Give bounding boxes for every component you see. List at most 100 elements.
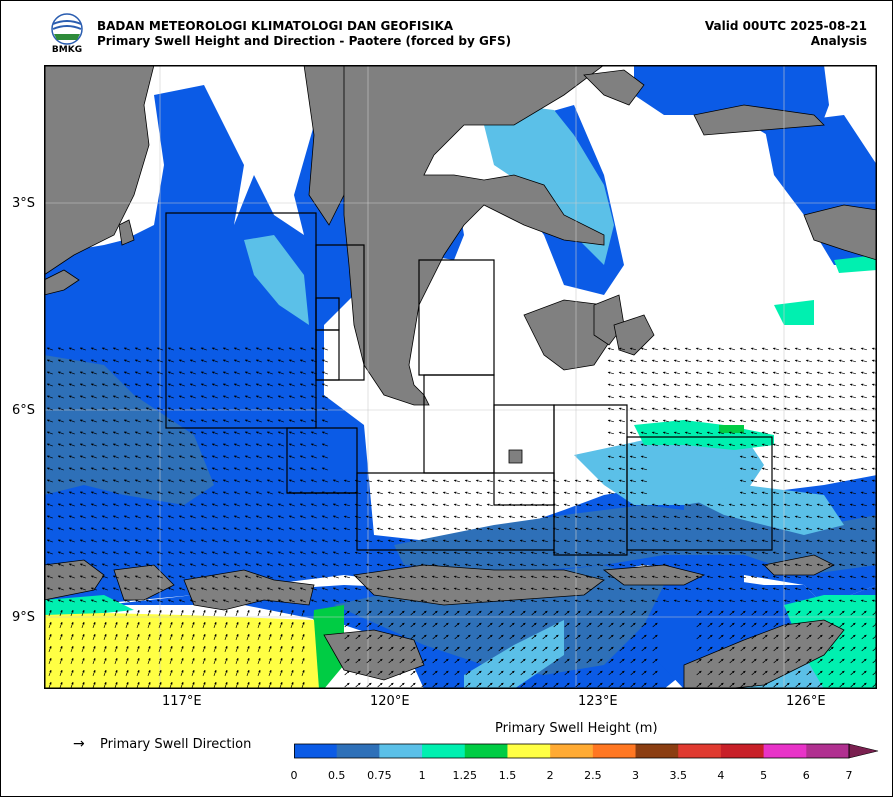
- swell-arrow: [68, 395, 75, 399]
- swell-arrow: [827, 407, 834, 411]
- swell-arrow: [222, 407, 229, 411]
- swell-arrow: [167, 383, 174, 387]
- swell-arrow: [134, 359, 141, 363]
- swell-arrow: [57, 359, 64, 363]
- swell-arrow: [211, 467, 218, 471]
- swell-arrow: [57, 431, 64, 435]
- swell-arrow: [244, 359, 251, 363]
- swell-arrow: [794, 455, 801, 459]
- swell-arrow: [607, 407, 614, 411]
- swell-arrow: [156, 443, 163, 447]
- colorbar-title: Primary Swell Height (m): [495, 721, 658, 736]
- swell-arrow: [46, 479, 53, 483]
- swell-arrow: [706, 407, 713, 411]
- swell-arrow: [68, 479, 75, 483]
- swell-arrow: [662, 395, 669, 399]
- swell-arrow: [178, 407, 185, 411]
- swell-arrow: [299, 467, 306, 471]
- swell-arrow: [750, 371, 757, 375]
- swell-arrow: [211, 419, 218, 423]
- swell-arrow: [156, 371, 163, 375]
- swell-arrow: [783, 443, 790, 447]
- land-bali-lombok: [113, 564, 175, 601]
- swell-arrow: [299, 371, 306, 375]
- swell-arrow: [101, 443, 108, 447]
- swell-arrow: [277, 419, 284, 423]
- colorbar-segment: [720, 744, 765, 758]
- swell-arrow: [794, 407, 801, 411]
- swell-band-flores-light: [684, 485, 844, 535]
- swell-arrow: [794, 479, 801, 483]
- swell-arrow: [332, 479, 339, 483]
- swell-arrow: [739, 431, 746, 435]
- land-borneo: [44, 65, 155, 276]
- swell-arrow: [123, 347, 130, 351]
- swell-arrow: [761, 371, 768, 375]
- swell-arrow: [816, 443, 823, 447]
- swell-arrow: [79, 395, 86, 399]
- colorbar-segment: [635, 744, 679, 758]
- swell-arrow: [200, 407, 207, 411]
- swell-arrow: [211, 407, 218, 411]
- swell-arrow: [244, 479, 251, 483]
- direction-legend-label: Primary Swell Direction: [100, 737, 252, 752]
- swell-arrow: [805, 431, 812, 435]
- swell-arrow: [849, 431, 856, 435]
- swell-arrow: [134, 395, 141, 399]
- swell-arrow: [717, 407, 724, 411]
- swell-arrow: [772, 455, 779, 459]
- swell-arrow: [618, 383, 625, 387]
- swell-arrow: [200, 395, 207, 399]
- swell-arrow: [662, 383, 669, 387]
- swell-arrow: [618, 371, 625, 375]
- swell-arrow: [486, 479, 493, 483]
- swell-arrow: [178, 443, 185, 447]
- swell-arrow: [277, 479, 284, 483]
- swell-arrow: [849, 455, 856, 459]
- swell-arrow: [805, 395, 812, 399]
- swell-arrow: [134, 455, 141, 459]
- swell-arrow: [244, 467, 251, 471]
- swell-arrow: [255, 479, 262, 483]
- swell-arrow: [695, 443, 702, 447]
- lon-label-123e: 123°E: [578, 694, 618, 709]
- swell-arrow: [156, 431, 163, 435]
- swell-arrow: [728, 419, 735, 423]
- swell-arrow: [299, 407, 306, 411]
- swell-arrow: [849, 443, 856, 447]
- swell-arrow: [277, 431, 284, 435]
- swell-arrow: [739, 383, 746, 387]
- swell-arrow: [530, 479, 537, 483]
- swell-arrow: [640, 407, 647, 411]
- swell-arrow: [717, 419, 724, 423]
- swell-arrow: [629, 455, 636, 459]
- swell-arrow: [167, 431, 174, 435]
- swell-arrow: [717, 443, 724, 447]
- swell-arrow: [123, 395, 130, 399]
- swell-arrow: [90, 407, 97, 411]
- swell-arrow: [739, 395, 746, 399]
- swell-arrow: [211, 347, 218, 351]
- swell-arrow: [288, 383, 295, 387]
- swell-arrow: [266, 431, 273, 435]
- colorbar-segment: [336, 744, 380, 758]
- swell-arrow: [134, 479, 141, 483]
- swell-arrow: [134, 419, 141, 423]
- gridlines: [44, 65, 877, 689]
- swell-arrow: [640, 455, 647, 459]
- swell-arrow: [662, 431, 669, 435]
- swell-arrow: [673, 347, 680, 351]
- swell-arrow: [607, 443, 614, 447]
- swell-arrow: [156, 395, 163, 399]
- swell-arrow: [607, 371, 614, 375]
- colorbar-segment: [592, 744, 637, 758]
- swell-arrow: [112, 419, 119, 423]
- swell-arrow: [794, 371, 801, 375]
- swell-arrow: [79, 431, 86, 435]
- swell-arrow: [563, 479, 570, 483]
- swell-arrow: [79, 491, 86, 495]
- swell-arrow: [79, 347, 86, 351]
- swell-arrow: [255, 407, 262, 411]
- swell-arrow: [145, 347, 152, 351]
- swell-arrow: [57, 467, 64, 471]
